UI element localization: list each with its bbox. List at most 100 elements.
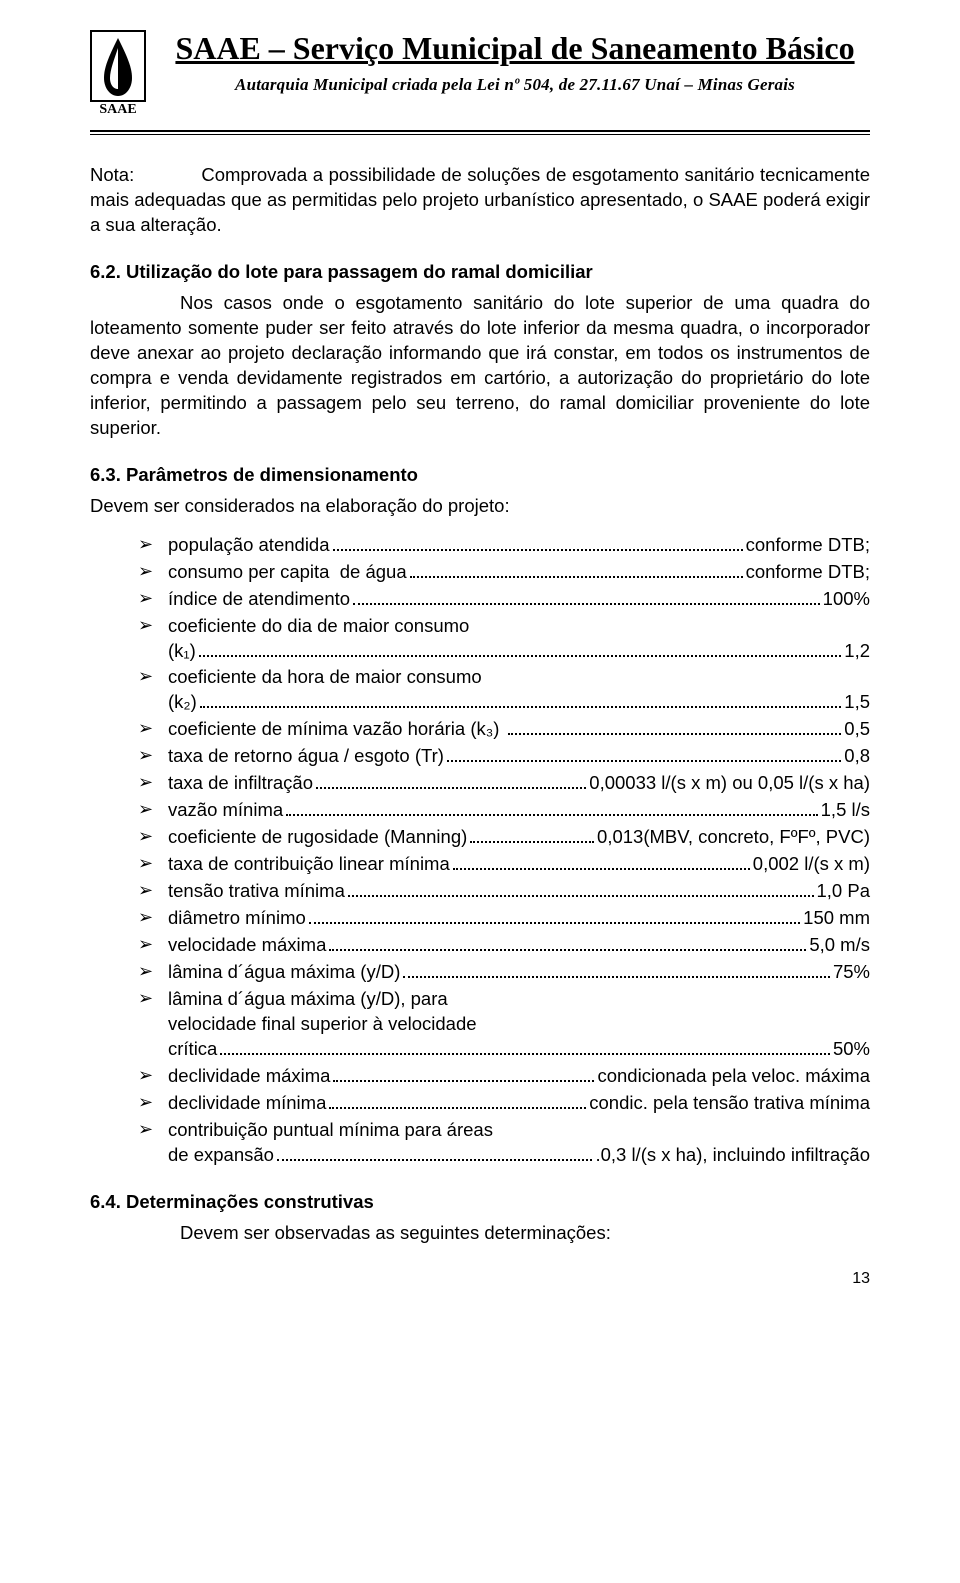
- param-line: velocidade máxima5,0 m/s: [168, 933, 870, 958]
- list-item: taxa de contribuição linear mínima0,002 …: [138, 852, 870, 877]
- param-label: vazão mínima: [168, 798, 283, 823]
- param-value: .0,3 l/(s x ha), incluindo infiltração: [595, 1143, 870, 1168]
- param-value: 150 mm: [803, 906, 870, 931]
- param-value: conforme DTB;: [746, 560, 870, 585]
- param-value: condic. pela tensão trativa mínima: [589, 1091, 870, 1116]
- org-title: SAAE – Serviço Municipal de Saneamento B…: [160, 30, 870, 67]
- param-line: coeficiente da hora de maior consumo: [168, 665, 870, 690]
- leader-dots: [333, 536, 743, 551]
- param-label: lâmina d´água máxima (y/D): [168, 960, 400, 985]
- leader-dots: [403, 963, 830, 978]
- leader-dots: [316, 775, 586, 790]
- param-label: taxa de infiltração: [168, 771, 313, 796]
- param-value: 1,5: [844, 690, 870, 715]
- section-6-4-closing-text: Devem ser observadas as seguintes determ…: [180, 1222, 611, 1243]
- leader-dots: [286, 802, 817, 817]
- param-line: contribuição puntual mínima para áreas: [168, 1118, 870, 1143]
- list-item: contribuição puntual mínima para áreasde…: [138, 1118, 870, 1168]
- leader-dots: [453, 855, 750, 870]
- parameters-list: população atendidaconforme DTB;consumo p…: [90, 533, 870, 1168]
- saae-logo-icon: SAAE: [90, 30, 146, 116]
- list-item: lâmina d´água máxima (y/D), paravelocida…: [138, 987, 870, 1062]
- param-value: conforme DTB;: [746, 533, 870, 558]
- leader-dots: [348, 882, 814, 897]
- list-item: população atendida conforme DTB;: [138, 533, 870, 558]
- param-value: 50%: [833, 1037, 870, 1062]
- section-6-4-heading: 6.4. Determinações construtivas: [90, 1190, 870, 1215]
- list-item: coeficiente de mínima vazão horária (k₃)…: [138, 717, 870, 742]
- leader-dots: [200, 694, 842, 709]
- param-label: crítica: [168, 1037, 217, 1062]
- leader-dots: [277, 1146, 593, 1161]
- section-6-4-closing: Devem ser observadas as seguintes determ…: [90, 1221, 870, 1246]
- param-label: população atendida: [168, 533, 330, 558]
- param-line: velocidade final superior à velocidade: [168, 1012, 870, 1037]
- page-header: SAAE SAAE – Serviço Municipal de Saneame…: [90, 30, 870, 135]
- section-6-2-text: Nos casos onde o esgotamento sanitário d…: [90, 292, 870, 438]
- saae-logo: SAAE: [90, 30, 146, 116]
- param-label: tensão trativa mínima: [168, 879, 345, 904]
- param-line: declividade máximacondicionada pela velo…: [168, 1064, 870, 1089]
- list-item: diâmetro mínimo150 mm: [138, 906, 870, 931]
- param-line: lâmina d´água máxima (y/D)75%: [168, 960, 870, 985]
- leader-dots: [329, 1094, 586, 1109]
- param-value: 1,5 l/s: [821, 798, 870, 823]
- header-rule-thin: [90, 134, 870, 135]
- param-label: consumo per capita de água: [168, 560, 407, 585]
- param-value: 1,2: [844, 639, 870, 664]
- leader-dots: [470, 828, 594, 843]
- param-line: coeficiente de rugosidade (Manning)0,013…: [168, 825, 870, 850]
- param-line: consumo per capita de água conforme DTB;: [168, 560, 870, 585]
- section-6-3-intro-text: Devem ser considerados na elaboração do …: [90, 495, 510, 516]
- section-6-3-heading: 6.3. Parâmetros de dimensionamento: [90, 463, 870, 488]
- header-top-row: SAAE SAAE – Serviço Municipal de Saneame…: [90, 30, 870, 116]
- leader-dots: [447, 748, 841, 763]
- param-label: velocidade máxima: [168, 933, 326, 958]
- param-value: 1,0 Pa: [817, 879, 871, 904]
- param-line: (k₂)1,5: [168, 690, 870, 715]
- param-line: vazão mínima 1,5 l/s: [168, 798, 870, 823]
- param-label: taxa de contribuição linear mínima: [168, 852, 450, 877]
- param-value: 100%: [823, 587, 870, 612]
- section-6-2-heading: 6.2. Utilização do lote para passagem do…: [90, 260, 870, 285]
- param-value: 0,00033 l/(s x m) ou 0,05 l/(s x ha): [589, 771, 870, 796]
- list-item: declividade máximacondicionada pela velo…: [138, 1064, 870, 1089]
- param-line: coeficiente do dia de maior consumo: [168, 614, 870, 639]
- list-item: lâmina d´água máxima (y/D)75%: [138, 960, 870, 985]
- leader-dots: [410, 563, 743, 578]
- leader-dots: [329, 936, 806, 951]
- param-line: de expansão.0,3 l/(s x ha), incluindo in…: [168, 1143, 870, 1168]
- leader-dots: [333, 1067, 594, 1082]
- list-item: declividade mínimacondic. pela tensão tr…: [138, 1091, 870, 1116]
- page-content: Nota: Comprovada a possibilidade de solu…: [90, 163, 870, 1289]
- param-line: taxa de infiltração 0,00033 l/(s x m) ou …: [168, 771, 870, 796]
- list-item: índice de atendimento 100%: [138, 587, 870, 612]
- list-item: tensão trativa mínima 1,0 Pa: [138, 879, 870, 904]
- param-line: (k₁)1,2: [168, 639, 870, 664]
- param-line: tensão trativa mínima 1,0 Pa: [168, 879, 870, 904]
- leader-dots: [220, 1040, 830, 1055]
- leader-dots: [353, 590, 820, 605]
- page-number: 13: [90, 1268, 870, 1290]
- list-item: velocidade máxima5,0 m/s: [138, 933, 870, 958]
- param-line: lâmina d´água máxima (y/D), para: [168, 987, 870, 1012]
- param-line: índice de atendimento 100%: [168, 587, 870, 612]
- list-item: taxa de retorno água / esgoto (Tr) 0,8: [138, 744, 870, 769]
- list-item: consumo per capita de água conforme DTB;: [138, 560, 870, 585]
- header-rule-thick: [90, 130, 870, 132]
- param-value: 0,8: [844, 744, 870, 769]
- list-item: coeficiente da hora de maior consumo(k₂)…: [138, 665, 870, 715]
- param-label: taxa de retorno água / esgoto (Tr): [168, 744, 444, 769]
- param-value: condicionada pela veloc. máxima: [597, 1064, 870, 1089]
- list-item: vazão mínima 1,5 l/s: [138, 798, 870, 823]
- nota-text: Comprovada a possibilidade de soluções d…: [90, 164, 870, 235]
- list-item: coeficiente do dia de maior consumo(k₁)1…: [138, 614, 870, 664]
- leader-dots: [508, 721, 842, 736]
- param-line: população atendida conforme DTB;: [168, 533, 870, 558]
- nota-paragraph: Nota: Comprovada a possibilidade de solu…: [90, 163, 870, 238]
- list-item: coeficiente de rugosidade (Manning)0,013…: [138, 825, 870, 850]
- param-line: taxa de retorno água / esgoto (Tr) 0,8: [168, 744, 870, 769]
- nota-label: Nota:: [90, 164, 134, 185]
- param-label: índice de atendimento: [168, 587, 350, 612]
- list-item: taxa de infiltração 0,00033 l/(s x m) ou …: [138, 771, 870, 796]
